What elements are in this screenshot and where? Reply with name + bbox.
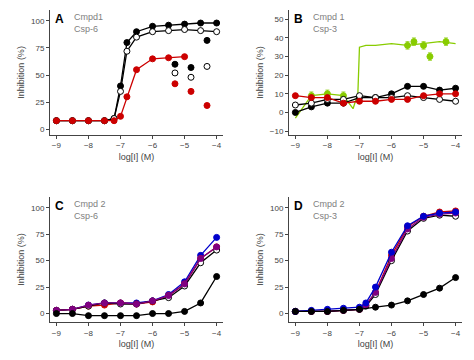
svg-text:log[I] (M): log[I] (M)	[119, 152, 155, 162]
svg-text:100: 100	[31, 17, 45, 26]
svg-text:75: 75	[35, 230, 44, 239]
svg-text:−4: −4	[212, 329, 222, 338]
svg-text:−8: −8	[323, 329, 333, 338]
svg-text:0: 0	[279, 108, 284, 117]
svg-text:A: A	[55, 12, 64, 26]
svg-text:0: 0	[279, 309, 284, 318]
svg-text:Inhibition (%): Inhibition (%)	[255, 46, 265, 99]
svg-text:75: 75	[274, 230, 283, 239]
svg-text:−5: −5	[419, 329, 429, 338]
svg-text:log[I] (M): log[I] (M)	[358, 339, 394, 349]
svg-text:−7: −7	[116, 141, 126, 150]
svg-text:10: 10	[274, 90, 283, 99]
svg-text:−6: −6	[387, 329, 397, 338]
svg-text:50: 50	[274, 15, 283, 24]
svg-text:Cmpd 2Csp-6: Cmpd 2Csp-6	[74, 199, 106, 221]
svg-text:50: 50	[35, 71, 44, 80]
svg-text:−6: −6	[387, 141, 397, 150]
svg-text:−6: −6	[148, 329, 158, 338]
svg-text:Inhibition (%): Inhibition (%)	[16, 233, 26, 286]
svg-text:100: 100	[270, 204, 284, 213]
svg-text:−9: −9	[52, 329, 62, 338]
svg-text:Cmpd 1Csp-3: Cmpd 1Csp-3	[313, 12, 345, 34]
svg-text:−5: −5	[180, 141, 190, 150]
svg-text:Inhibition (%): Inhibition (%)	[16, 46, 26, 99]
svg-text:−7: −7	[355, 141, 365, 150]
svg-text:−9: −9	[291, 329, 301, 338]
svg-text:25: 25	[274, 283, 283, 292]
svg-text:B: B	[294, 12, 303, 26]
svg-text:25: 25	[35, 283, 44, 292]
svg-text:−9: −9	[52, 141, 62, 150]
svg-text:−5: −5	[419, 141, 429, 150]
svg-text:0: 0	[40, 125, 45, 134]
svg-text:D: D	[294, 199, 303, 213]
svg-text:0: 0	[40, 309, 45, 318]
svg-text:20: 20	[274, 71, 283, 80]
svg-text:Inhibition (%): Inhibition (%)	[255, 233, 265, 286]
svg-text:log[I] (M): log[I] (M)	[358, 152, 394, 162]
svg-text:−10: −10	[270, 127, 284, 136]
svg-text:−7: −7	[355, 329, 365, 338]
svg-text:50: 50	[274, 256, 283, 265]
svg-text:−7: −7	[116, 329, 126, 338]
svg-text:Cmpd1Csp-6: Cmpd1Csp-6	[74, 12, 103, 34]
svg-text:−5: −5	[180, 329, 190, 338]
svg-text:−8: −8	[84, 141, 94, 150]
svg-text:Cmpd 2Csp-3: Cmpd 2Csp-3	[313, 199, 345, 221]
svg-text:−4: −4	[212, 141, 222, 150]
svg-text:40: 40	[274, 34, 283, 43]
svg-text:−6: −6	[148, 141, 158, 150]
svg-text:C: C	[55, 199, 64, 213]
svg-text:50: 50	[35, 256, 44, 265]
svg-text:100: 100	[31, 204, 45, 213]
svg-text:log[I] (M): log[I] (M)	[119, 339, 155, 349]
svg-text:−4: −4	[451, 329, 461, 338]
svg-text:−8: −8	[84, 329, 94, 338]
svg-text:−9: −9	[291, 141, 301, 150]
svg-text:75: 75	[35, 44, 44, 53]
svg-text:−4: −4	[451, 141, 461, 150]
svg-text:25: 25	[35, 98, 44, 107]
svg-text:30: 30	[274, 52, 283, 61]
svg-text:−8: −8	[323, 141, 333, 150]
